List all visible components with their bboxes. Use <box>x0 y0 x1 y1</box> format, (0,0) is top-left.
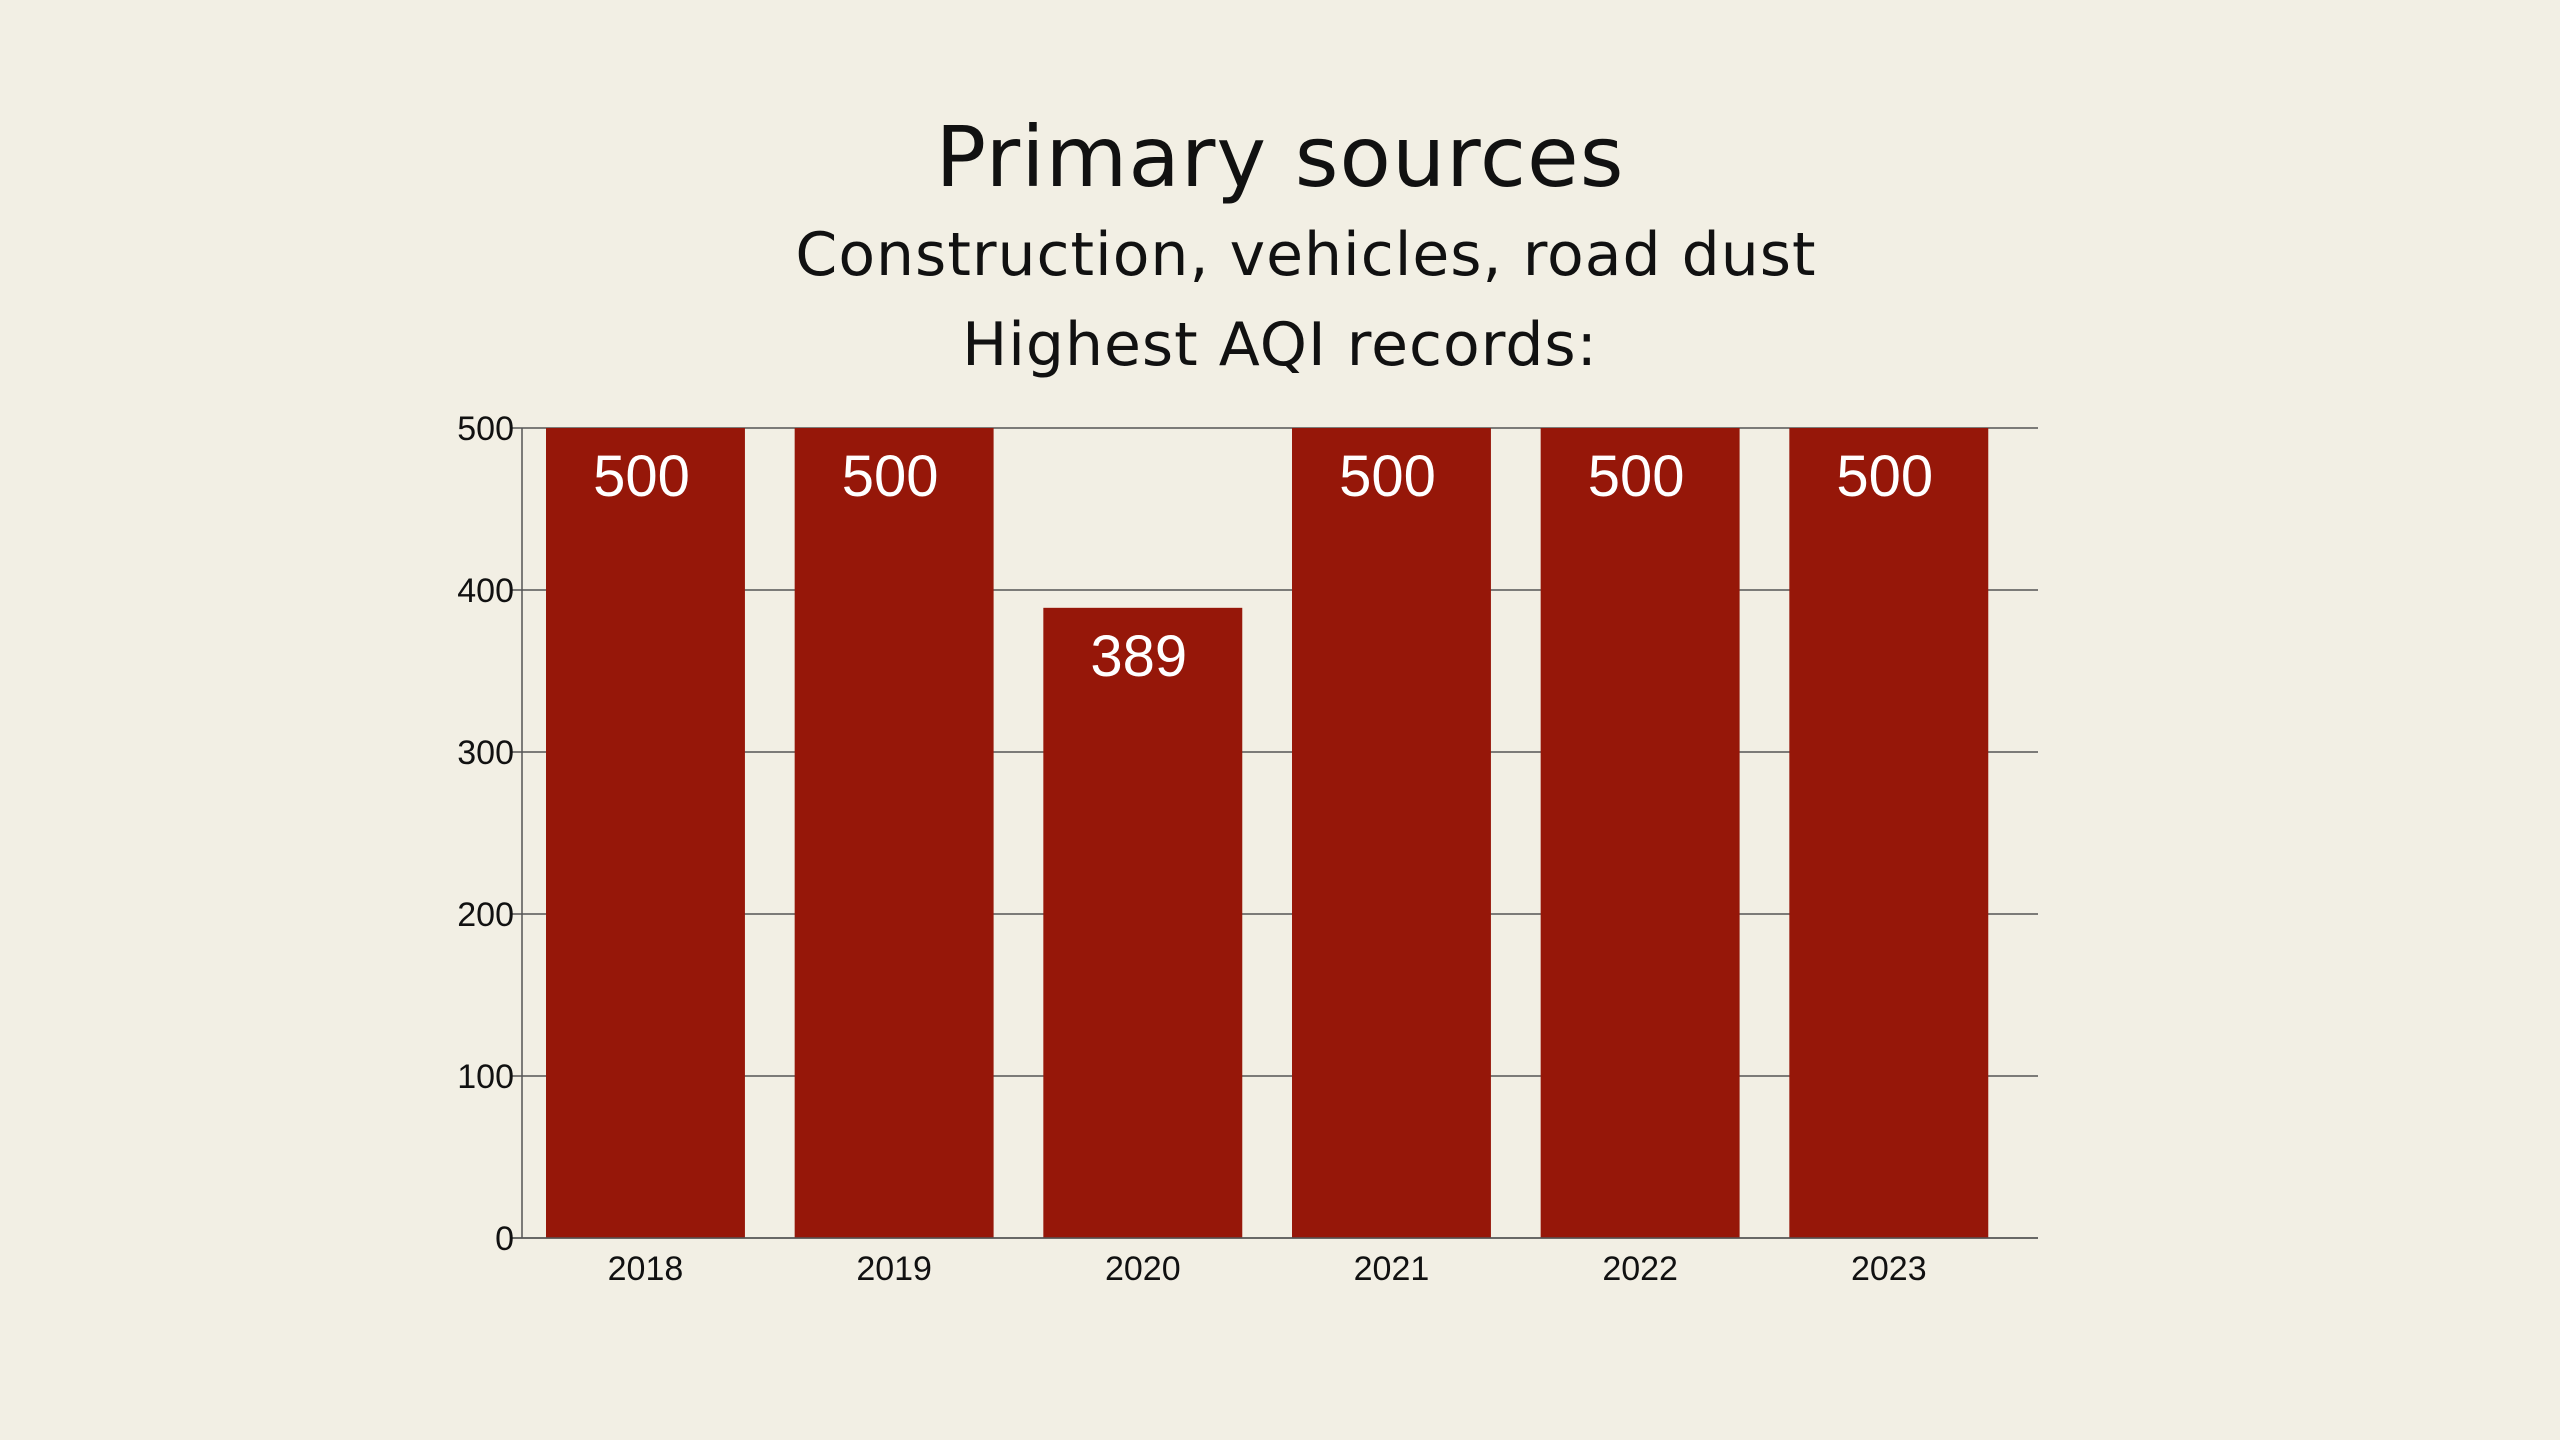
x-tick-label-2023: 2023 <box>1851 1250 1927 1288</box>
data-label-2023: 500 <box>1836 444 1933 509</box>
x-tick-label-2018: 2018 <box>608 1250 684 1288</box>
axes <box>510 428 2038 1239</box>
bar-2021 <box>1292 428 1491 1238</box>
y-tick-label: 100 <box>457 1058 514 1096</box>
data-label-2022: 500 <box>1588 444 1685 509</box>
y-tick-label: 500 <box>457 410 514 448</box>
bar-2023 <box>1789 428 1989 1238</box>
section-label: Highest AQI records: <box>962 310 1598 380</box>
x-tick-label-2020: 2020 <box>1105 1250 1181 1288</box>
x-tick-label-2019: 2019 <box>856 1250 932 1288</box>
bars <box>546 428 1989 1238</box>
data-label-2021: 500 <box>1339 444 1436 509</box>
x-tick-label-2021: 2021 <box>1354 1250 1430 1288</box>
y-tick-label: 0 <box>495 1220 514 1258</box>
data-label-2020: 389 <box>1090 624 1187 689</box>
y-tick-label: 400 <box>457 572 514 610</box>
bar-2019 <box>794 428 994 1238</box>
chart-title: Primary sources <box>935 108 1625 206</box>
bar-2020 <box>1043 607 1243 1238</box>
bar-2022 <box>1540 428 1740 1238</box>
data-label-2018: 500 <box>593 444 690 509</box>
y-tick-label: 300 <box>457 734 514 772</box>
y-tick-label: 200 <box>457 896 514 934</box>
data-label-2019: 500 <box>842 444 939 509</box>
labels: 0 100 200 300 400 500 500 2018 500 2019 389 2020 500… <box>457 410 1933 1288</box>
bar-2018 <box>546 428 745 1238</box>
x-tick-label-2022: 2022 <box>1602 1250 1678 1288</box>
chart-subtitle: Construction, vehicles, road dust <box>795 220 1817 290</box>
